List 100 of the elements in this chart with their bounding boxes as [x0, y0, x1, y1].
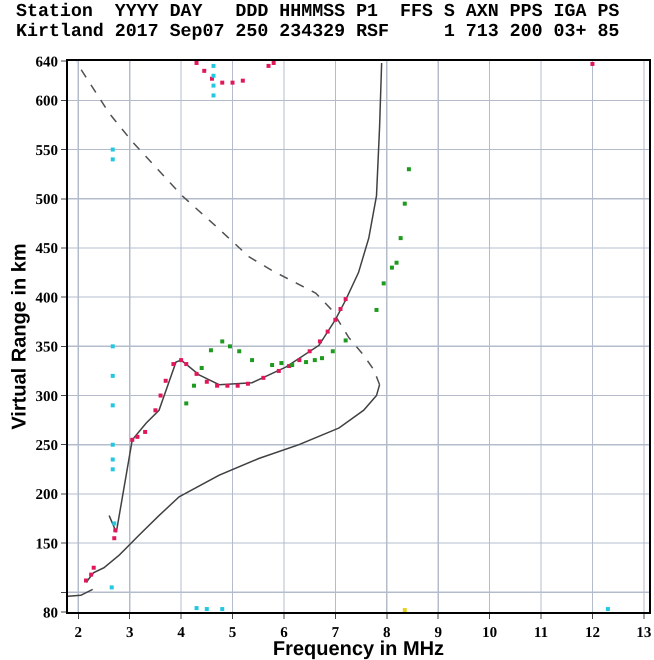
point	[225, 384, 230, 388]
y-tick-label: 600	[36, 94, 58, 110]
y-tick-label: 450	[36, 241, 58, 258]
y-tick-label: 500	[36, 192, 58, 208]
point	[220, 607, 224, 612]
chart-title: Station YYYY DAY DDD HHMMSS P1 FFS S AXN PPS IGA PS	[16, 2, 620, 22]
point	[290, 363, 294, 368]
point	[110, 148, 115, 152]
point	[276, 368, 281, 373]
point	[606, 607, 610, 612]
point	[158, 394, 163, 398]
point	[318, 339, 322, 344]
point	[171, 362, 176, 366]
point	[179, 358, 184, 362]
point	[204, 607, 209, 612]
x-tick-label: 3	[126, 625, 134, 641]
x-tick-label: 10	[482, 625, 498, 641]
point	[212, 64, 216, 68]
point	[279, 361, 284, 366]
point	[110, 585, 114, 590]
y-tick-label: 150	[36, 536, 58, 552]
point	[92, 566, 96, 570]
point	[382, 281, 386, 286]
y-tick-label: 640	[36, 54, 58, 70]
point	[406, 167, 411, 172]
point	[184, 401, 188, 406]
y-tick-label: 80	[43, 605, 58, 622]
point	[312, 358, 317, 362]
point	[192, 384, 196, 388]
point	[212, 74, 216, 78]
point	[130, 438, 134, 442]
point	[236, 384, 240, 388]
x-tick-label: 7	[332, 625, 340, 641]
point	[304, 360, 308, 364]
y-tick-label: 400	[36, 290, 58, 306]
point	[250, 358, 254, 362]
point	[320, 356, 324, 360]
point	[135, 434, 140, 439]
point	[110, 442, 115, 447]
point	[272, 61, 276, 65]
point	[110, 157, 115, 162]
x-tick-label: 13	[636, 625, 652, 641]
point	[266, 64, 271, 68]
x-tick-label: 6	[280, 625, 288, 641]
point	[246, 382, 250, 386]
point	[194, 61, 199, 65]
point	[394, 260, 399, 265]
y-tick-label: 550	[36, 142, 58, 159]
line-series	[75, 61, 380, 386]
point	[270, 363, 274, 368]
point	[374, 308, 378, 312]
point	[204, 380, 209, 384]
y-tick-label: 250	[36, 438, 58, 454]
point	[194, 372, 199, 376]
point	[402, 608, 407, 612]
point	[194, 606, 199, 610]
point	[297, 358, 302, 362]
point	[215, 384, 220, 388]
y-tick-label: 200	[36, 487, 58, 504]
point	[230, 80, 235, 85]
chart-subtitle: Kirtland 2017 Sep07 250 234329 RSF 1 713 200 03+ 85	[16, 22, 620, 42]
point	[89, 572, 94, 577]
point	[113, 528, 118, 532]
point	[220, 80, 224, 85]
point	[153, 408, 158, 412]
point	[330, 349, 335, 354]
point	[390, 266, 394, 270]
point	[308, 349, 312, 354]
x-axis-title: Frequency in MHz	[272, 638, 444, 660]
point	[208, 348, 213, 352]
point	[240, 78, 245, 83]
x-tick-label: 12	[584, 625, 600, 641]
x-tick-label: 11	[534, 625, 548, 641]
point	[212, 84, 216, 88]
x-tick-label: 2	[74, 625, 82, 641]
point	[338, 306, 342, 311]
point	[344, 338, 348, 342]
y-tick-label: 300	[36, 388, 58, 405]
point	[398, 236, 403, 240]
point	[112, 536, 116, 540]
point	[344, 297, 348, 302]
y-tick-label: 350	[36, 340, 58, 356]
point	[261, 376, 266, 380]
point	[200, 366, 204, 370]
point	[84, 578, 88, 583]
point	[333, 318, 338, 322]
point	[220, 339, 224, 344]
point	[590, 62, 594, 66]
x-tick-label: 9	[434, 625, 442, 641]
point	[110, 457, 115, 462]
point	[110, 374, 115, 378]
point	[184, 362, 188, 366]
x-tick-label: 5	[228, 625, 236, 641]
point	[326, 330, 330, 334]
point	[143, 430, 148, 434]
x-tick-label: 4	[177, 625, 186, 641]
point	[164, 378, 168, 383]
point	[110, 467, 115, 472]
point	[110, 403, 115, 408]
point	[402, 202, 407, 206]
